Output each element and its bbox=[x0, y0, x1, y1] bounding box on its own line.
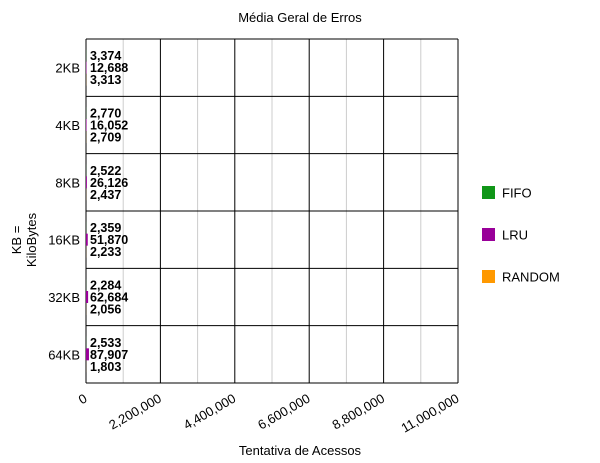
legend-swatch-random bbox=[482, 270, 495, 283]
data-label-fifo: 2,522 bbox=[90, 164, 121, 178]
legend-label-fifo: FIFO bbox=[502, 186, 532, 201]
y-axis-label-line2: KiloBytes bbox=[24, 212, 39, 267]
y-axis-label-line1: KB = bbox=[9, 226, 24, 255]
data-label-random: 3,313 bbox=[90, 73, 121, 87]
category-label: 32KB bbox=[48, 290, 80, 305]
chart-title: Média Geral de Erros bbox=[238, 10, 362, 25]
x-tick-label: 11,000,000 bbox=[398, 391, 461, 436]
legend-label-random: RANDOM bbox=[502, 270, 560, 285]
legend-label-lru: LRU bbox=[502, 228, 528, 243]
bar-lru bbox=[86, 176, 87, 189]
data-label-random: 2,437 bbox=[90, 188, 121, 202]
x-tick-label: 0 bbox=[76, 391, 90, 408]
x-tick-label: 8,800,000 bbox=[330, 391, 388, 433]
bar-lru bbox=[86, 233, 88, 246]
category-label: 64KB bbox=[48, 347, 80, 362]
bar-lru bbox=[86, 348, 89, 361]
x-tick-label: 6,600,000 bbox=[255, 391, 313, 433]
chart-legend: FIFO LRU RANDOM bbox=[482, 186, 560, 285]
data-label-lru: 26,126 bbox=[90, 176, 128, 190]
chart-bars bbox=[86, 49, 89, 373]
category-label: 8KB bbox=[55, 175, 80, 190]
data-label-lru: 12,688 bbox=[90, 61, 128, 75]
category-labels: 2KB 4KB 8KB 16KB 32KB 64KB bbox=[48, 61, 80, 363]
data-label-lru: 62,684 bbox=[90, 291, 128, 305]
legend-swatch-fifo bbox=[482, 186, 495, 199]
category-label: 2KB bbox=[55, 61, 80, 76]
bar-lru bbox=[86, 291, 89, 303]
category-label: 16KB bbox=[48, 233, 80, 248]
data-label-random: 2,233 bbox=[90, 245, 121, 259]
data-label-lru: 16,052 bbox=[90, 119, 128, 133]
x-axis-label: Tentativa de Acessos bbox=[239, 443, 362, 458]
bar-lru bbox=[86, 119, 87, 131]
chart-grid bbox=[85, 38, 459, 384]
data-label-fifo: 2,533 bbox=[90, 336, 121, 350]
data-label-random: 1,803 bbox=[90, 360, 121, 374]
data-label-fifo: 3,374 bbox=[90, 49, 121, 63]
legend-swatch-lru bbox=[482, 228, 495, 241]
data-label-random: 2,056 bbox=[90, 303, 121, 317]
x-tick-label: 2,200,000 bbox=[106, 391, 164, 433]
data-label-lru: 87,907 bbox=[90, 348, 128, 362]
x-tick-labels: 0 2,200,000 4,400,000 6,600,000 8,800,000 11,… bbox=[76, 391, 462, 436]
data-label-fifo: 2,284 bbox=[90, 279, 121, 293]
data-label-fifo: 2,770 bbox=[90, 107, 121, 121]
data-label-lru: 51,870 bbox=[90, 233, 128, 247]
x-tick-label: 4,400,000 bbox=[181, 391, 239, 433]
data-label-fifo: 2,359 bbox=[90, 221, 121, 235]
category-label: 4KB bbox=[55, 118, 80, 133]
data-label-random: 2,709 bbox=[90, 131, 121, 145]
